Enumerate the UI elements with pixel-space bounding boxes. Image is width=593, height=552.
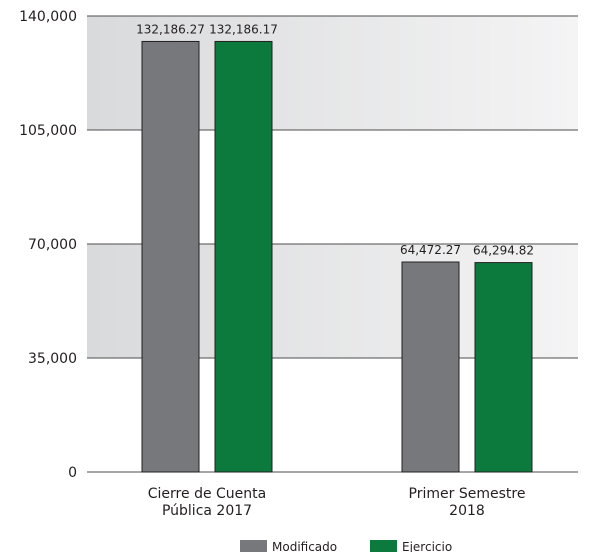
category-label: Primer Semestre	[409, 486, 526, 502]
data-label: 132,186.27	[136, 22, 205, 36]
bar	[401, 261, 460, 473]
legend-swatch	[370, 540, 397, 552]
data-label: 64,472.27	[400, 243, 461, 257]
y-tick-label: 105,000	[19, 123, 77, 139]
data-label: 64,294.82	[473, 244, 534, 258]
y-axis: 0 35,000 70,000 105,000 140,000	[19, 9, 77, 481]
bar	[141, 40, 200, 473]
y-tick-label: 70,000	[28, 237, 77, 253]
legend-label: Modificado	[272, 540, 337, 552]
category-label: 2018	[449, 503, 485, 519]
category-label: Cierre de Cuenta	[148, 486, 266, 502]
legend: Modificado Ejercicio	[240, 540, 452, 552]
bar	[474, 262, 533, 473]
data-label: 132,186.17	[209, 22, 278, 36]
category-label: Pública 2017	[162, 503, 252, 519]
y-tick-label: 0	[68, 465, 77, 481]
y-tick-label: 35,000	[28, 351, 77, 367]
bar	[214, 40, 273, 473]
legend-label: Ejercicio	[402, 540, 452, 552]
y-tick-label: 140,000	[19, 9, 77, 25]
legend-swatch	[240, 540, 267, 552]
data-labels: 132,186.27 132,186.17 64,472.27 64,294.82	[136, 22, 534, 257]
bars	[141, 40, 533, 473]
